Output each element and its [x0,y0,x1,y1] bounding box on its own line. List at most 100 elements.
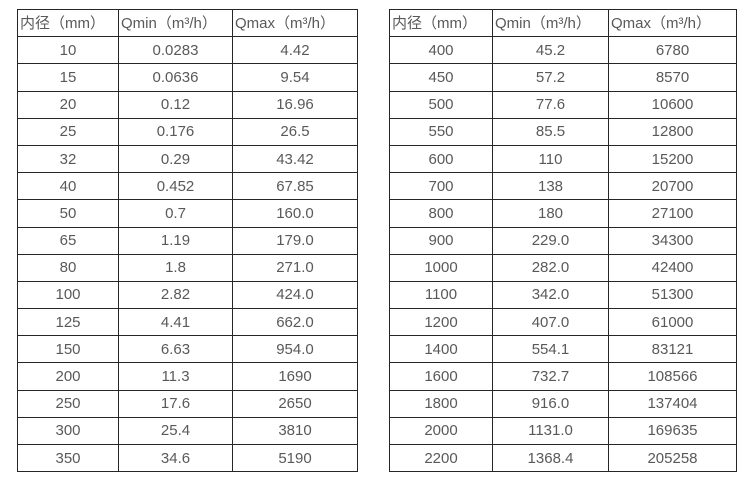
table-cell: 800 [389,199,493,228]
table-cell: 1.19 [118,226,233,255]
table-cell: 4.42 [232,36,358,65]
table-cell: 600 [389,144,493,174]
table-cell: 1400 [389,335,493,364]
table-row: 10 0.0283 4.42 [17,36,358,65]
table-cell: 6.63 [118,335,233,364]
table-cell: 2650 [232,389,358,418]
flow-spec-table-right: 内径（mm） Qmin（m³/h） Qmax（m³/h） 400 45.2 6780 45… [389,8,737,473]
table-cell: 15200 [608,144,737,174]
table-cell: 20700 [608,172,737,201]
table-cell: 0.12 [118,90,233,119]
table-row: 1600 732.7 108566 [389,362,737,391]
table-row: 15 0.0636 9.54 [17,63,358,92]
table-cell: 15 [17,63,119,92]
table-cell: 342.0 [492,280,609,310]
table-cell: 282.0 [492,253,609,282]
table-row: 350 34.6 5190 [17,443,358,473]
table-row: 600 110 15200 [389,144,737,174]
table-row: 1000 282.0 42400 [389,253,737,282]
table-cell: 6780 [608,36,737,65]
table-cell: 26.5 [232,117,358,146]
table-cell: 350 [17,443,119,473]
table-cell: 1800 [389,389,493,418]
table-cell: 0.7 [118,199,233,228]
table-row: 1100 342.0 51300 [389,280,737,310]
table-row: 300 25.4 3810 [17,416,358,446]
table-cell: 32 [17,144,119,174]
table-cell: 200 [17,362,119,391]
flow-spec-tables: 内径（mm） Qmin（m³/h） Qmax（m³/h） 10 0.0283 4.42 1… [17,8,737,473]
table-row: 40 0.452 67.85 [17,172,358,201]
table-cell: 150 [17,335,119,364]
table-cell: 11.3 [118,362,233,391]
table-row: 100 2.82 424.0 [17,280,358,310]
table-cell: 110 [492,144,609,174]
table-cell: 42400 [608,253,737,282]
table-cell: 43.42 [232,144,358,174]
table-cell: 10 [17,36,119,65]
table-cell: 550 [389,117,493,146]
table-cell: 400 [389,36,493,65]
table-cell: 179.0 [232,226,358,255]
table-cell: 85.5 [492,117,609,146]
table-row: 500 77.6 10600 [389,90,737,119]
table-row: 1200 407.0 61000 [389,308,737,337]
column-header: Qmax（m³/h） [608,8,737,38]
table-cell: 27100 [608,199,737,228]
table-cell: 17.6 [118,389,233,418]
table-cell: 4.41 [118,308,233,337]
table-row: 200 11.3 1690 [17,362,358,391]
table-row: 800 180 27100 [389,199,737,228]
table-cell: 250 [17,389,119,418]
table-row: 400 45.2 6780 [389,36,737,65]
table-cell: 407.0 [492,308,609,337]
table-cell: 954.0 [232,335,358,364]
table-cell: 51300 [608,280,737,310]
table-row: 700 138 20700 [389,172,737,201]
table-cell: 12800 [608,117,737,146]
table-cell: 1000 [389,253,493,282]
table-cell: 80 [17,253,119,282]
column-header: Qmax（m³/h） [232,8,358,38]
table-cell: 700 [389,172,493,201]
table-cell: 137404 [608,389,737,418]
table-cell: 83121 [608,335,737,364]
table-cell: 1131.0 [492,416,609,446]
table-cell: 554.1 [492,335,609,364]
table-cell: 34.6 [118,443,233,473]
table-row: 550 85.5 12800 [389,117,737,146]
table-row: 150 6.63 954.0 [17,335,358,364]
table-cell: 61000 [608,308,737,337]
table-row: 65 1.19 179.0 [17,226,358,255]
table-cell: 100 [17,280,119,310]
table-cell: 125 [17,308,119,337]
table-cell: 138 [492,172,609,201]
flow-spec-table-left: 内径（mm） Qmin（m³/h） Qmax（m³/h） 10 0.0283 4.42 1… [17,8,358,473]
table-cell: 45.2 [492,36,609,65]
table-cell: 77.6 [492,90,609,119]
column-header: Qmin（m³/h） [118,8,233,38]
column-header: Qmin（m³/h） [492,8,609,38]
table-cell: 50 [17,199,119,228]
table-cell: 732.7 [492,362,609,391]
table-cell: 1600 [389,362,493,391]
table-cell: 9.54 [232,63,358,92]
table-cell: 0.452 [118,172,233,201]
table-row: 32 0.29 43.42 [17,144,358,174]
table-cell: 2200 [389,443,493,473]
table-row: 2200 1368.4 205258 [389,443,737,473]
table-cell: 0.29 [118,144,233,174]
table-row: 80 1.8 271.0 [17,253,358,282]
table-cell: 0.0636 [118,63,233,92]
table-cell: 160.0 [232,199,358,228]
table-header-row: 内径（mm） Qmin（m³/h） Qmax（m³/h） [17,8,358,38]
table-row: 250 17.6 2650 [17,389,358,418]
table-cell: 67.85 [232,172,358,201]
table-cell: 10600 [608,90,737,119]
table-cell: 25.4 [118,416,233,446]
table-row: 20 0.12 16.96 [17,90,358,119]
table-cell: 65 [17,226,119,255]
table-cell: 1200 [389,308,493,337]
table-cell: 1100 [389,280,493,310]
table-cell: 180 [492,199,609,228]
